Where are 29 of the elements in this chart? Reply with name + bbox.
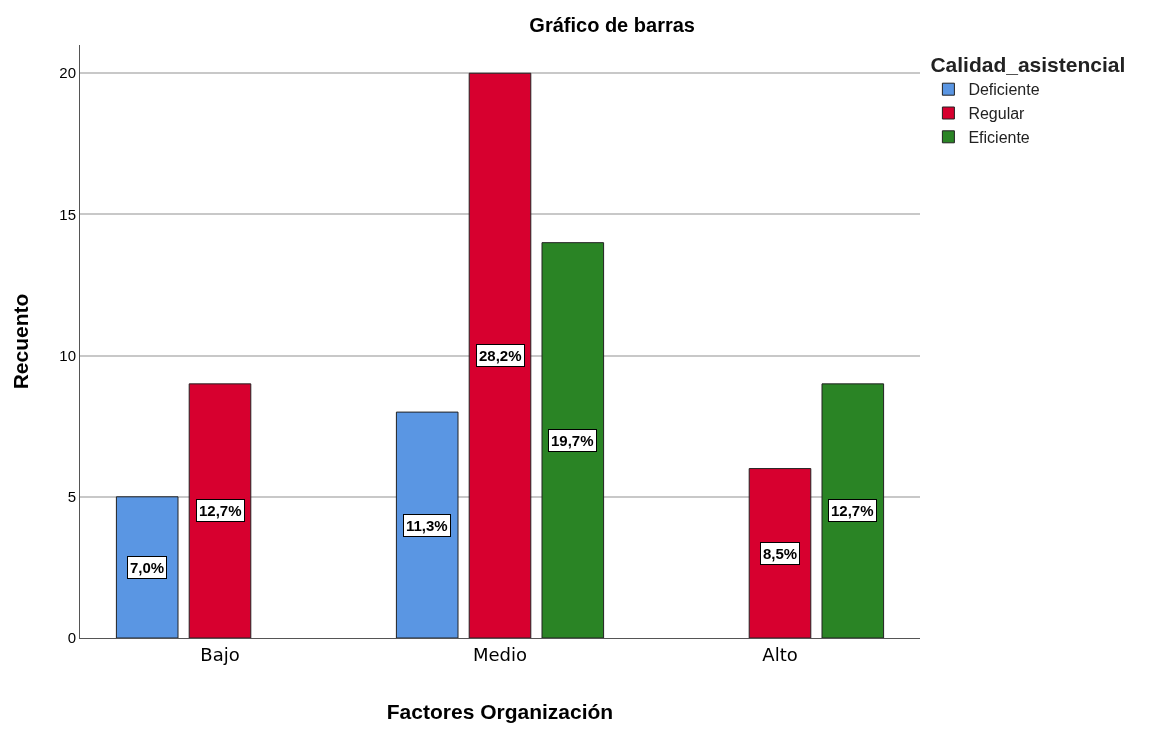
- y-tick-label: 10: [59, 346, 76, 364]
- bar: [395, 411, 459, 638]
- y-tick-label: 5: [67, 488, 76, 506]
- bar: [468, 72, 532, 638]
- bar: [748, 468, 812, 638]
- legend-label: Regular: [968, 105, 1026, 123]
- x-tick-label: Alto: [762, 643, 798, 665]
- legend-label: Eficiente: [968, 129, 1030, 147]
- y-axis-title: Recuento: [9, 293, 32, 390]
- y-tick-label: 15: [59, 205, 76, 223]
- bar: [541, 242, 605, 638]
- annotation: 19,7%: [551, 432, 594, 449]
- chart-title: Gráfico de barras: [529, 14, 695, 37]
- legend-title: Calidad_asistencial: [930, 53, 1126, 77]
- y-tick-label: 20: [59, 64, 76, 82]
- x-tick-label: Medio: [472, 643, 528, 665]
- annotation: 28,2%: [479, 347, 522, 364]
- y-tick-label: 0: [67, 629, 76, 647]
- annotation: 11,3%: [406, 517, 448, 534]
- legend-label: Deficiente: [968, 81, 1040, 99]
- annotation: 12,7%: [199, 502, 242, 519]
- annotation: 8,5%: [763, 545, 798, 562]
- bar: [115, 496, 179, 638]
- x-tick-label: Bajo: [200, 643, 240, 665]
- x-axis-title: Factores Organización: [386, 699, 614, 723]
- bar: [821, 383, 885, 638]
- annotation: 12,7%: [831, 502, 874, 519]
- annotation: 7,0%: [130, 559, 165, 576]
- bar: [188, 383, 252, 638]
